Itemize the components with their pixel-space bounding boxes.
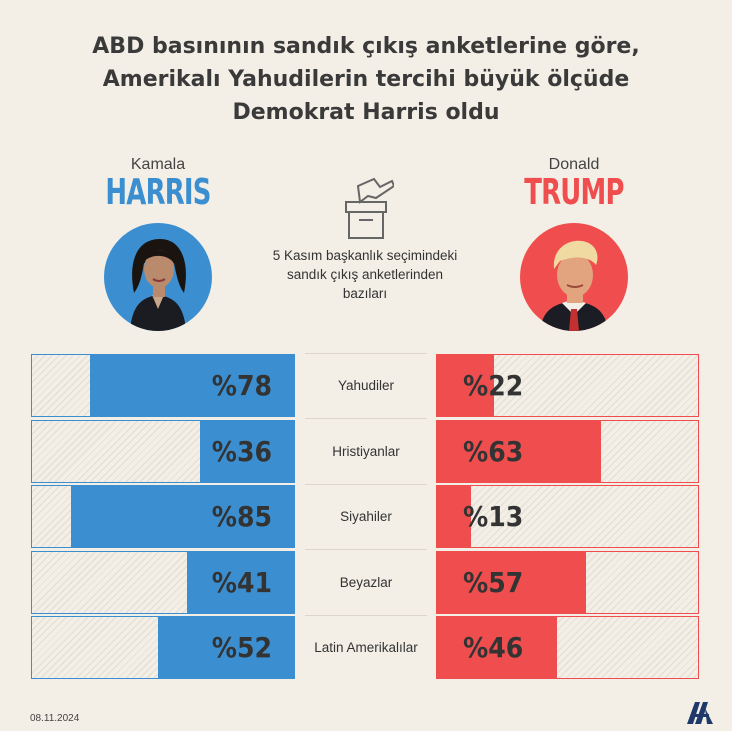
harris-value-label: %52 [211, 631, 272, 664]
category-label: Beyazlar [339, 575, 393, 590]
trump-bar-4: %46 [436, 616, 699, 679]
harris-first-name: Kamala [130, 156, 186, 173]
harris-bar-0: %78 [31, 354, 295, 417]
row-divider [305, 615, 427, 616]
trump-bar-fill [437, 617, 558, 678]
harris-bar-fill [157, 617, 294, 678]
trump-value-label: %22 [463, 369, 524, 402]
aa-logo [686, 699, 714, 725]
row-divider [305, 418, 427, 419]
harris-bar-2: %85 [31, 485, 295, 548]
trump-bar-fill [437, 421, 602, 482]
harris-bar-3: %41 [31, 551, 295, 614]
trump-bar-fill [437, 552, 586, 613]
trump-value-label: %57 [463, 566, 524, 599]
harris-bar-fill [199, 421, 294, 482]
category-label: Hristiyanlar [332, 444, 400, 459]
trump-bar-fill [437, 355, 495, 416]
harris-portrait [104, 223, 212, 331]
ballot-box-icon [338, 176, 396, 240]
row-divider [305, 549, 427, 550]
harris-bar-fill [186, 552, 294, 613]
trump-last-name: TRUMP [524, 172, 624, 213]
trump-bar-2: %13 [436, 485, 699, 548]
harris-bar-1: %36 [31, 420, 295, 483]
harris-bar-fill [89, 355, 294, 416]
category-label: Yahudiler [337, 378, 395, 393]
row-divider [305, 484, 427, 485]
note-line-2: sandık çıkış anketlerinden [286, 267, 444, 282]
trump-bar-0: %22 [436, 354, 699, 417]
harris-value-label: %78 [211, 369, 272, 402]
row-divider [305, 353, 427, 354]
page-title: ABD basınının sandık çıkış anketlerine g… [0, 30, 732, 129]
trump-portrait [520, 223, 628, 331]
trump-value-label: %46 [463, 631, 524, 664]
harris-bar-4: %52 [31, 616, 295, 679]
harris-value-label: %41 [211, 566, 272, 599]
harris-value-label: %85 [211, 500, 272, 533]
harris-last-name: HARRIS [105, 172, 211, 213]
trump-value-label: %13 [463, 500, 524, 533]
trump-value-label: %63 [463, 435, 524, 468]
trump-first-name: Donald [548, 156, 600, 173]
title-line-3: Demokrat Harris oldu [232, 100, 500, 125]
category-label: Latin Amerikalılar [314, 640, 418, 655]
category-label: Siyahiler [340, 509, 392, 524]
title-line-2: Amerikalı Yahudilerin tercihi büyük ölçü… [102, 67, 630, 92]
harris-bar-fill [71, 486, 294, 547]
trump-bar-1: %63 [436, 420, 699, 483]
note-line-3: bazıları [342, 286, 388, 301]
harris-value-label: %36 [211, 435, 272, 468]
trump-bar-3: %57 [436, 551, 699, 614]
title-line-1: ABD basınının sandık çıkış anketlerine g… [92, 34, 640, 59]
chart-note: 5 Kasım başkanlık seçimindeki sandık çık… [245, 246, 485, 303]
note-line-1: 5 Kasım başkanlık seçimindeki [272, 248, 458, 263]
date-label: 08.11.2024 [30, 713, 80, 724]
trump-bar-fill [437, 486, 471, 547]
